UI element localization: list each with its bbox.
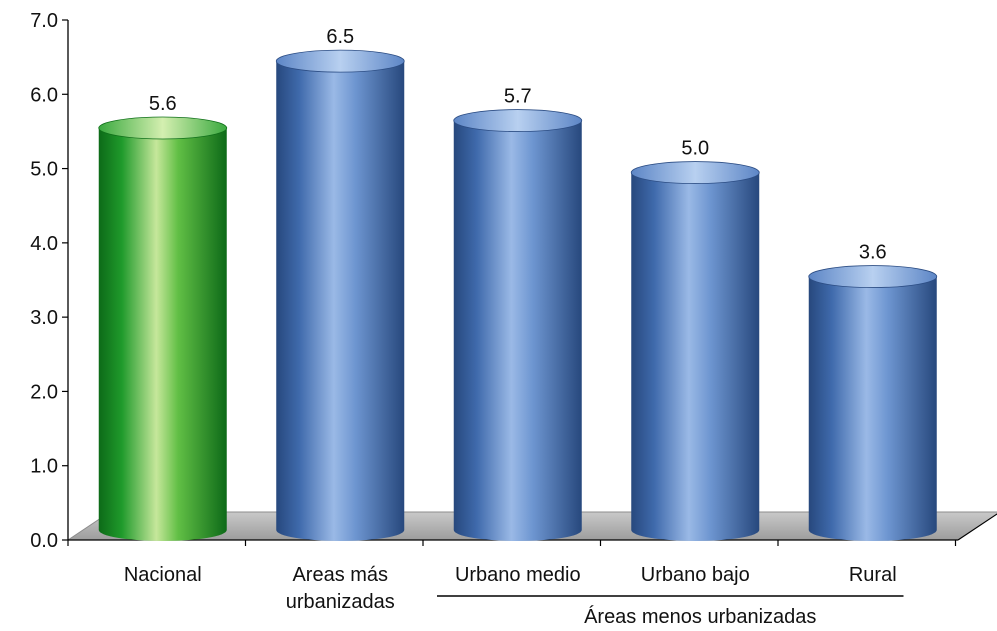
x-axis-depth-line [957, 513, 997, 541]
y-tick-label: 2.0 [30, 381, 58, 403]
x-tick-label: Rural [849, 564, 897, 586]
data-label: 6.5 [326, 26, 354, 48]
bar-3 [453, 120, 582, 542]
x-tick-label: Areas más [292, 564, 388, 586]
x-tick-label: Nacional [124, 564, 202, 586]
y-tick-label: 0.0 [30, 530, 58, 552]
bar-top-1 [98, 116, 228, 140]
x-tick-label: urbanizadas [286, 591, 395, 613]
y-tick-label: 1.0 [30, 456, 58, 478]
bar-top-4 [630, 161, 760, 184]
x-tick-label: Urbano bajo [641, 564, 750, 586]
bar-top-5 [808, 265, 938, 288]
data-label: 3.6 [859, 242, 887, 264]
data-label: 5.6 [149, 93, 177, 115]
y-tick-label: 6.0 [30, 84, 58, 106]
bar-top-2 [275, 49, 405, 73]
y-tick-label: 7.0 [30, 10, 58, 32]
bar-5 [808, 276, 937, 541]
group-label: Áreas menos urbanizadas [584, 605, 816, 628]
bar-top-3 [453, 109, 583, 132]
y-tick-label: 4.0 [30, 233, 58, 255]
y-tick-label: 5.0 [30, 159, 58, 181]
x-tick-label: Urbano medio [455, 564, 581, 586]
y-tick-label: 3.0 [30, 307, 58, 329]
bar-4 [631, 172, 760, 542]
bar-1 [98, 128, 227, 541]
data-label: 5.7 [504, 86, 532, 108]
bar-2 [276, 61, 405, 542]
data-label: 5.0 [681, 138, 709, 160]
